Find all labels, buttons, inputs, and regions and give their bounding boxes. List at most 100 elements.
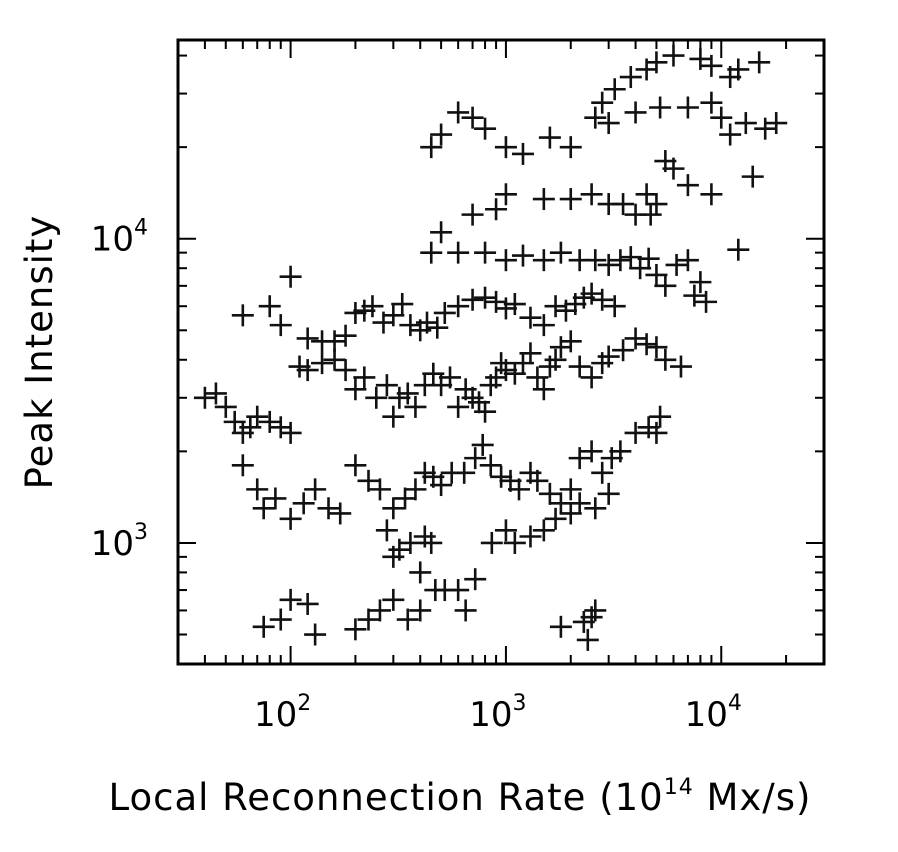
- data-point: [344, 454, 367, 477]
- data-point: [447, 395, 470, 418]
- data-point: [454, 599, 477, 622]
- x-axis-label: Local Reconnection Rate (1014 Mx/s): [109, 775, 812, 819]
- data-point: [494, 136, 517, 159]
- data-point: [479, 454, 502, 477]
- data-point: [485, 198, 508, 221]
- data-point: [252, 497, 275, 520]
- data-point: [591, 461, 614, 484]
- data-point: [375, 519, 398, 542]
- data-point: [584, 106, 607, 129]
- data-point: [689, 47, 712, 70]
- data-point: [649, 96, 672, 119]
- data-point: [453, 461, 476, 484]
- data-point: [399, 314, 422, 337]
- data-point: [264, 487, 287, 510]
- data-point: [503, 531, 526, 554]
- data-point: [317, 497, 340, 520]
- data-point: [511, 244, 534, 267]
- data-point: [635, 183, 658, 206]
- data-point: [689, 271, 712, 294]
- data-point: [368, 478, 391, 501]
- data-point: [624, 203, 647, 226]
- data-point: [584, 249, 607, 272]
- data-point: [420, 136, 443, 159]
- data-point: [538, 482, 561, 505]
- data-point: [683, 284, 706, 307]
- data-point: [490, 465, 513, 488]
- data-point: [344, 618, 367, 641]
- data-point: [296, 359, 319, 382]
- data-point: [532, 378, 555, 401]
- data-point: [559, 478, 582, 501]
- data-point: [430, 474, 453, 497]
- data-point: [447, 101, 470, 124]
- data-point: [375, 374, 398, 397]
- data-point: [494, 359, 517, 382]
- data-point: [258, 295, 281, 318]
- data-point: [719, 123, 742, 146]
- data-point: [519, 306, 542, 329]
- data-point: [584, 497, 607, 520]
- data-point: [612, 339, 635, 362]
- data-point: [700, 183, 723, 206]
- data-point: [544, 295, 567, 318]
- data-point: [609, 249, 632, 272]
- axis-ticks: [177, 40, 825, 665]
- data-point: [382, 405, 405, 428]
- data-point: [258, 410, 281, 433]
- data-point: [304, 478, 327, 501]
- data-point: [549, 615, 572, 638]
- data-point: [741, 165, 764, 188]
- data-point: [645, 421, 668, 444]
- data-point: [430, 221, 453, 244]
- data-point: [344, 378, 367, 401]
- data-point: [214, 395, 237, 418]
- y-tick-labels: 103 104: [91, 216, 148, 564]
- data-point: [654, 274, 677, 297]
- data-point: [597, 112, 620, 135]
- data-point: [559, 188, 582, 211]
- data-point: [507, 478, 530, 501]
- data-point: [494, 519, 517, 542]
- data-point: [597, 482, 620, 505]
- data-point: [334, 359, 357, 382]
- plot-frame: [176, 38, 826, 666]
- data-point: [748, 51, 771, 74]
- data-point: [382, 588, 405, 611]
- data-point: [676, 96, 699, 119]
- data-point: [447, 579, 470, 602]
- data-point: [549, 336, 572, 359]
- data-point: [368, 599, 391, 622]
- data-point: [559, 502, 582, 525]
- data-point: [494, 249, 517, 272]
- data-point: [461, 106, 484, 129]
- data-point: [231, 304, 254, 327]
- data-point: [204, 382, 227, 405]
- data-point: [532, 249, 555, 272]
- y-tick-label: 103: [91, 520, 148, 564]
- data-point: [365, 386, 388, 409]
- data-point: [430, 123, 453, 146]
- data-point: [727, 238, 750, 261]
- data-point: [532, 314, 555, 337]
- x-tick-label: 104: [685, 691, 742, 735]
- data-point: [396, 382, 419, 405]
- data-point: [323, 348, 346, 371]
- data-point: [396, 608, 419, 631]
- data-point: [420, 241, 443, 264]
- data-point: [382, 304, 405, 327]
- data-point: [391, 293, 414, 316]
- data-point: [635, 333, 658, 356]
- data-point: [223, 410, 246, 433]
- data-point: [292, 492, 315, 515]
- data-point: [416, 311, 439, 334]
- data-point: [619, 66, 642, 89]
- data-point: [624, 101, 647, 124]
- data-point: [399, 531, 422, 554]
- data-point: [559, 136, 582, 159]
- data-point: [361, 295, 384, 318]
- data-point: [193, 386, 216, 409]
- data-point: [576, 628, 599, 651]
- data-point: [597, 193, 620, 216]
- data-point: [559, 330, 582, 353]
